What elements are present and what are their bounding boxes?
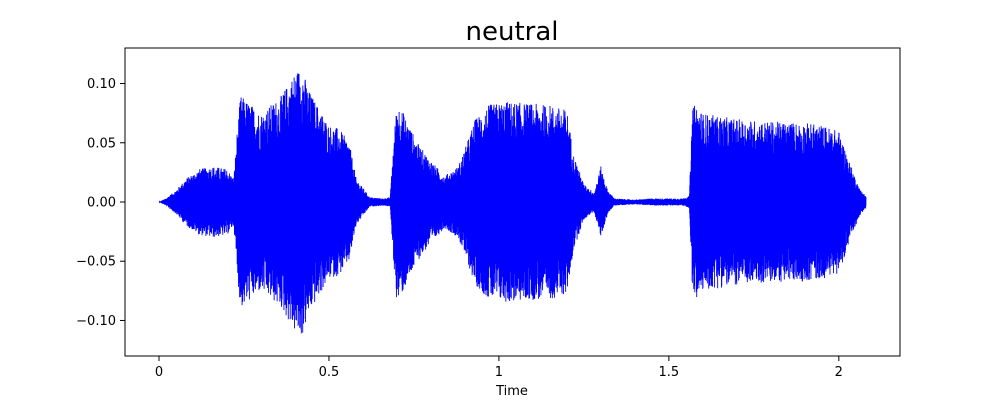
chart-title: neutral xyxy=(466,17,559,47)
x-tick-label: 0 xyxy=(155,365,163,380)
y-tick-label: −0.10 xyxy=(76,314,116,329)
x-tick-label: 1.5 xyxy=(659,365,680,380)
plot-area xyxy=(158,73,867,334)
y-tick-label: −0.05 xyxy=(76,255,116,270)
x-tick-label: 2 xyxy=(835,365,843,380)
x-tick-label: 1 xyxy=(495,365,503,380)
waveform-line xyxy=(158,73,867,334)
y-tick-label: 0.00 xyxy=(87,196,116,211)
y-axis: −0.10 −0.05 0.00 0.05 0.10 xyxy=(76,77,125,329)
x-tick-label: 0.5 xyxy=(319,365,340,380)
x-axis: 0 0.5 1 1.5 2 xyxy=(155,356,843,380)
x-axis-label: Time xyxy=(495,384,528,399)
y-tick-label: 0.05 xyxy=(87,136,116,151)
y-tick-label: 0.10 xyxy=(87,77,116,92)
waveform-series xyxy=(158,73,867,334)
